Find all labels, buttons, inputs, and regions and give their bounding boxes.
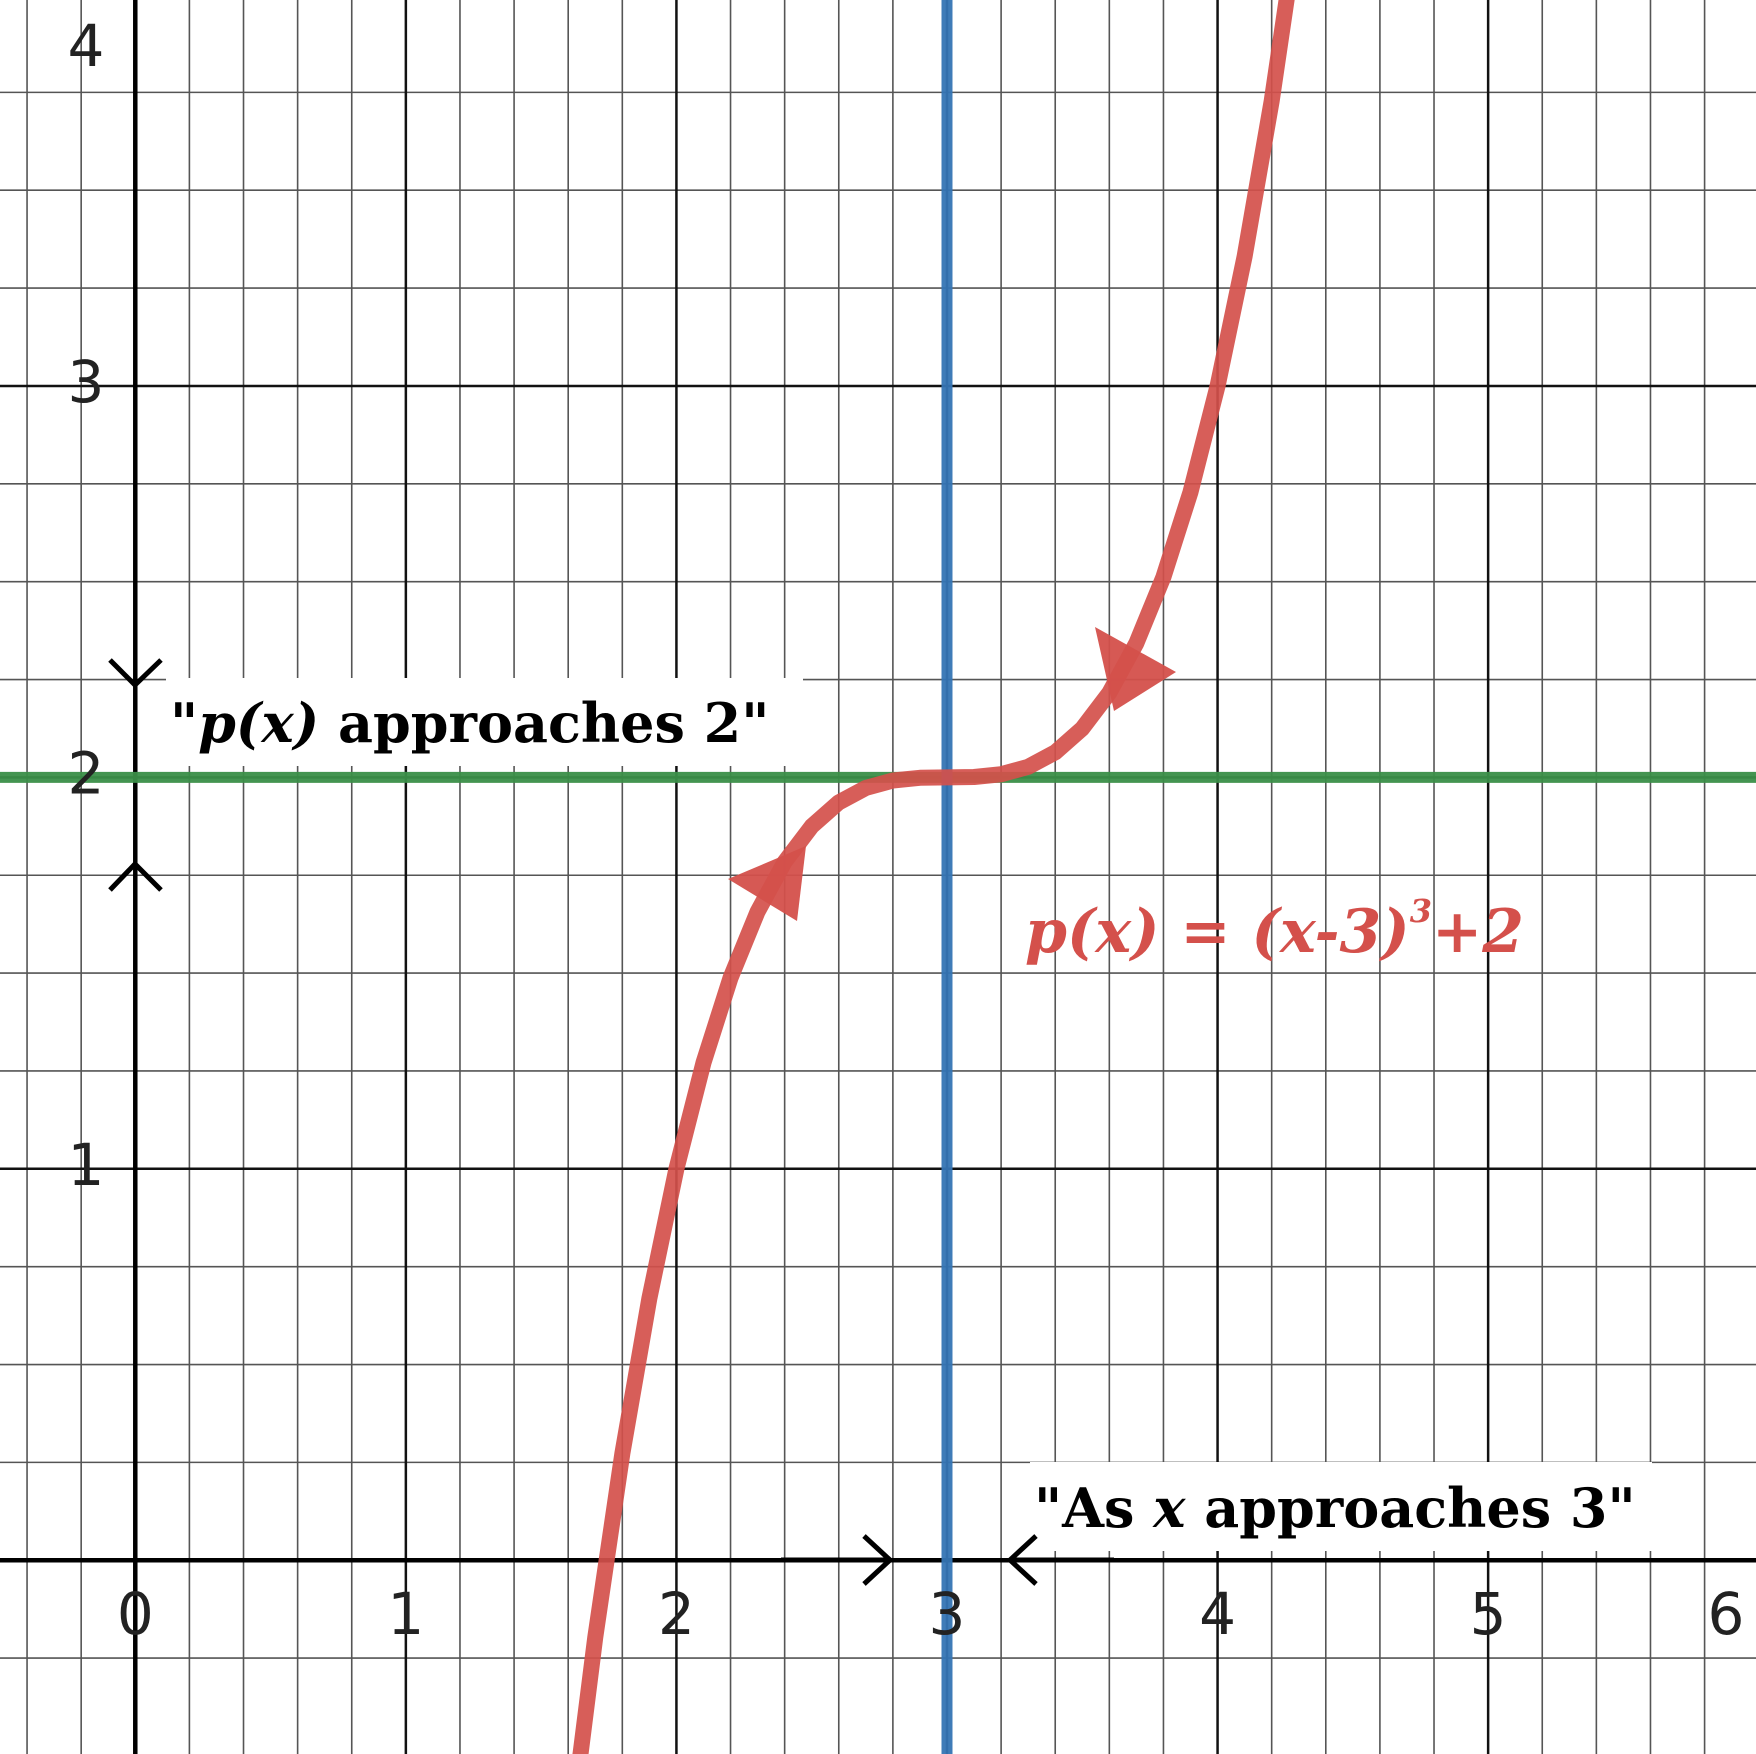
function-curve	[572, 0, 1295, 1754]
x-tick-label: 2	[658, 1580, 695, 1648]
y-tick-label: 3	[68, 348, 105, 416]
text: "As	[1034, 1476, 1153, 1540]
x-tick-label: 0	[117, 1580, 154, 1648]
y-approach-label: "p(x) approaches 2"	[170, 691, 769, 755]
label-background	[166, 678, 803, 766]
text: +2	[1432, 897, 1524, 967]
text: approaches 3"	[1185, 1476, 1635, 1540]
text: approaches 2"	[319, 691, 769, 755]
curve-arrow	[728, 846, 806, 921]
y-tick-label: 1	[68, 1131, 105, 1199]
text: p(x)	[198, 691, 319, 755]
x-approach-label: "As x approaches 3"	[1034, 1476, 1636, 1540]
x-tick-label: 6	[1708, 1580, 1745, 1648]
arrow-head	[108, 658, 163, 689]
text: 3	[1410, 892, 1432, 930]
text: "	[170, 691, 198, 755]
y-tick-label: 4	[68, 12, 105, 80]
x-tick-label: 3	[929, 1580, 966, 1648]
arrow-head	[108, 860, 163, 892]
tick-labels: 0 1 2 3 4 5 6 1 2 3 4	[68, 12, 1745, 1648]
text: p(x) = (x-3)	[1025, 897, 1410, 967]
direction-arrows	[728, 627, 1176, 921]
x-tick-label: 1	[387, 1580, 424, 1648]
arrows	[108, 658, 1114, 1586]
text: x	[1152, 1476, 1186, 1540]
label-background	[1030, 1462, 1652, 1551]
y-tick-label: 2	[68, 739, 105, 807]
equation-label: p(x) = (x-3)3+2	[1025, 892, 1524, 967]
curve-arrow	[1095, 627, 1176, 711]
arrow-head	[862, 1534, 894, 1586]
arrow-head	[1006, 1534, 1038, 1586]
x-tick-label: 4	[1199, 1580, 1236, 1648]
x-tick-label: 5	[1470, 1580, 1507, 1648]
